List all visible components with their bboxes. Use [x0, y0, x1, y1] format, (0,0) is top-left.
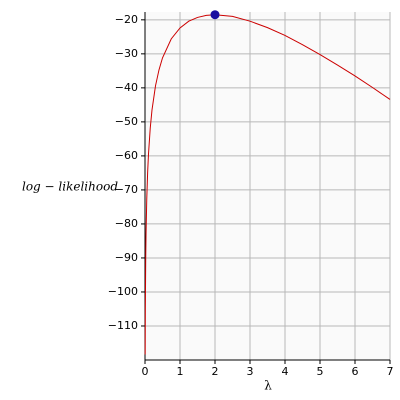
- x-tick-label: 2: [212, 365, 219, 378]
- x-tick-label: 6: [352, 365, 359, 378]
- y-tick-label: −40: [115, 81, 138, 94]
- y-tick-label: −50: [115, 115, 138, 128]
- y-tick-label: −70: [115, 183, 138, 196]
- x-tick-label: 4: [282, 365, 289, 378]
- y-tick-label: −60: [115, 149, 138, 162]
- point: [210, 10, 220, 20]
- x-tick-label: 0: [142, 365, 149, 378]
- y-axis-label: log − likelihood: [22, 180, 118, 194]
- y-tick-label: −30: [115, 47, 138, 60]
- y-tick-label: −80: [115, 217, 138, 230]
- line: [144, 14, 391, 355]
- y-tick-label: −110: [108, 319, 138, 332]
- x-tick-label: 3: [247, 365, 254, 378]
- x-tick-label: 5: [317, 365, 324, 378]
- y-tick-label: −20: [115, 13, 138, 26]
- y-tick-label: −100: [108, 285, 138, 298]
- y-tick-label: −90: [115, 251, 138, 264]
- x-tick-label: 1: [177, 365, 184, 378]
- x-axis-label: λ: [264, 379, 272, 393]
- plot-area: [145, 12, 390, 360]
- x-tick-label: 7: [387, 365, 394, 378]
